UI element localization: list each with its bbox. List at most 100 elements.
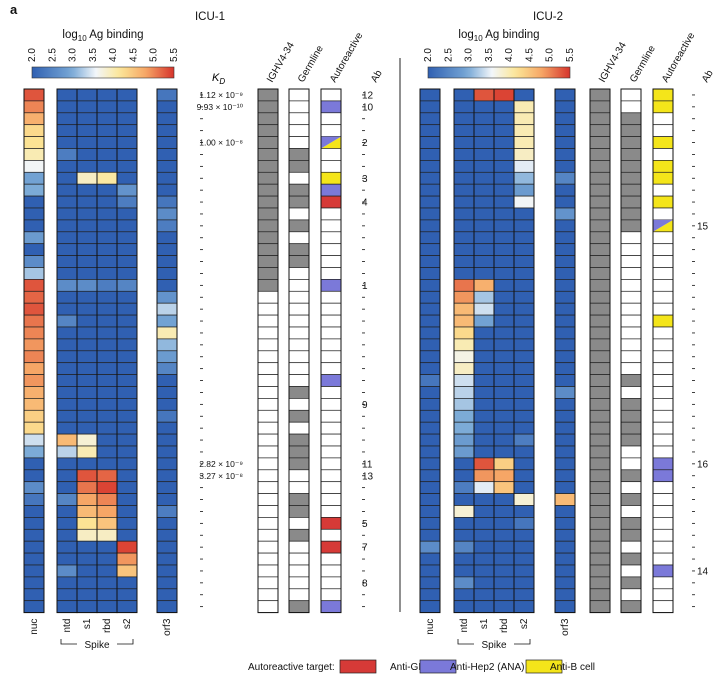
heat-cell-orf3 — [156, 136, 178, 149]
autoreactive-cell — [320, 207, 342, 221]
heat-cell-rbd — [96, 588, 118, 602]
autoreactive-cell — [320, 386, 342, 399]
annotation-cell-ighv — [257, 195, 279, 209]
annotation-cell-germline — [620, 136, 642, 149]
heat-cell-rbd — [96, 171, 118, 185]
heat-cell-s2 — [116, 600, 138, 613]
heat-cell-nuc — [419, 160, 441, 173]
heat-cell-s1 — [76, 148, 98, 161]
heat-cell-s2 — [513, 160, 535, 173]
ab-label: 15 — [697, 221, 709, 232]
heat-cell-s1 — [76, 267, 98, 280]
heat-cell-orf3 — [554, 231, 576, 245]
heat-cell-rbd — [96, 290, 118, 304]
heat-cell-s2 — [513, 600, 535, 613]
heat-cell-nuc — [23, 183, 45, 197]
autoreactive-cell — [320, 243, 342, 256]
heat-cell-orf3 — [554, 564, 576, 578]
heat-cell-orf3 — [156, 398, 178, 411]
heat-cell-s2 — [116, 398, 138, 411]
autoreactive-cell — [652, 469, 674, 483]
annotation-cell-germline — [288, 409, 310, 423]
heat-cell-nuc — [23, 148, 45, 161]
heat-cell-s1 — [473, 243, 495, 256]
heat-cell-nuc — [419, 350, 441, 364]
heat-cell-nuc — [23, 314, 45, 328]
autoreactive-legend: Autoreactive target: Anti-GBM Anti-Hep2 (… — [248, 659, 595, 674]
heat-cell-s1 — [76, 576, 98, 590]
heat-cell-s2 — [513, 183, 535, 197]
heat-cell-s1 — [473, 457, 495, 471]
annotation-cell-germline — [620, 552, 642, 566]
heat-cell-nuc — [23, 112, 45, 126]
heat-cell-s1 — [76, 362, 98, 375]
heat-cell-s1 — [473, 433, 495, 447]
annotation-cell-ighv — [257, 564, 279, 578]
autoreactive-cell — [652, 183, 674, 197]
heat-cell-nuc — [23, 326, 45, 340]
heat-cell-s2 — [116, 350, 138, 364]
heatmap-panel-icu-2: ICU-2 log10 Ag binding 2.0 2.5 3.0 3.5 4.0 4.5 5… — [419, 11, 716, 651]
heat-cell-nuc — [23, 552, 45, 566]
legend-swatch-0 — [339, 659, 377, 674]
colorbar-tick-label: 3.0 — [464, 48, 475, 62]
heat-cell-s1 — [76, 457, 98, 471]
annotation-cell-ighv — [589, 350, 611, 364]
annotation-cell-germline — [288, 421, 310, 435]
heat-cell-orf3 — [156, 409, 178, 423]
heat-cell-s2 — [116, 421, 138, 435]
heat-cell-ntd — [56, 279, 78, 292]
autoreactive-cell — [652, 540, 674, 554]
heat-cell-s1 — [473, 255, 495, 268]
heat-cell-ntd — [56, 350, 78, 364]
annotation-cell-germline — [288, 326, 310, 340]
heat-cell-ntd — [453, 195, 475, 209]
annotation-cell-germline — [288, 600, 310, 613]
heat-cell-s2 — [513, 207, 535, 221]
heat-cell-s2 — [116, 493, 138, 506]
heat-cell-s2 — [513, 517, 535, 530]
heat-cell-ntd — [453, 600, 475, 613]
heat-cell-s2 — [513, 88, 535, 102]
kd-label: 1.12 × 10⁻⁹ — [199, 90, 243, 100]
heat-cell-orf3 — [554, 374, 576, 387]
annotation-cell-germline — [288, 231, 310, 245]
annotation-cell-germline — [620, 445, 642, 459]
heat-cell-ntd — [56, 540, 78, 554]
heat-cell-s2 — [513, 350, 535, 364]
heat-cell-orf3 — [554, 171, 576, 185]
heat-cell-orf3 — [554, 540, 576, 554]
heat-cell-rbd — [96, 433, 118, 447]
heat-cell-rbd — [96, 136, 118, 149]
annotation-cell-germline — [288, 493, 310, 506]
annotation-cell-germline — [620, 362, 642, 375]
annotation-cell-ighv — [257, 540, 279, 554]
heat-cell-orf3 — [156, 302, 178, 316]
heat-cell-ntd — [453, 279, 475, 292]
heat-cell-orf3 — [554, 386, 576, 399]
annotation-cell-germline — [620, 409, 642, 423]
annotation-cell-ighv — [257, 314, 279, 328]
heat-cell-orf3 — [156, 219, 178, 233]
heat-cell-s2 — [116, 386, 138, 399]
annotation-cell-germline — [620, 160, 642, 173]
heat-cell-s2 — [513, 136, 535, 149]
heat-cell-orf3 — [554, 576, 576, 590]
annotation-cell-germline — [620, 338, 642, 352]
heat-cell-nuc — [419, 243, 441, 256]
heat-cell-s1 — [473, 505, 495, 518]
heat-cell-orf3 — [156, 231, 178, 245]
heat-cell-ntd — [453, 243, 475, 256]
heat-cell-nuc — [419, 88, 441, 102]
autoreactive-cell — [652, 350, 674, 364]
heat-cell-nuc — [23, 528, 45, 542]
heat-cell-s1 — [76, 255, 98, 268]
autoreactive-cell — [320, 183, 342, 197]
column-label-s2: s2 — [519, 618, 530, 629]
autoreactive-cell — [652, 171, 674, 185]
annotation-cell-ighv — [589, 517, 611, 530]
annotation-cell-germline — [288, 576, 310, 590]
heat-cell-ntd — [56, 171, 78, 185]
annotation-cell-germline — [620, 195, 642, 209]
heat-cell-orf3 — [554, 409, 576, 423]
